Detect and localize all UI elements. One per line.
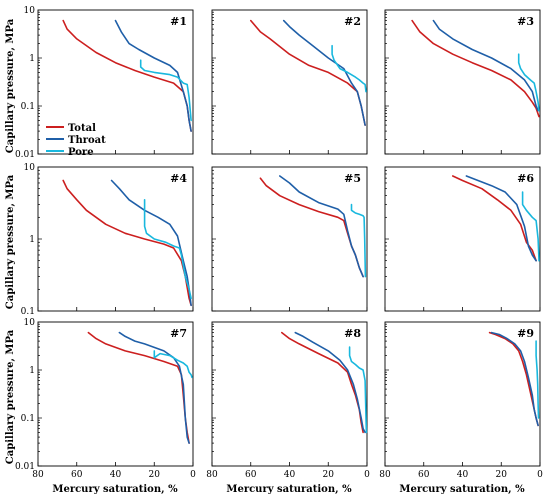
panel-label: #3	[517, 15, 534, 28]
x-tick-label: 80	[379, 470, 391, 480]
legend: Total Throat Pore	[46, 123, 106, 158]
panel-8: 80 60 40 20 0 #8	[206, 321, 370, 480]
panel-5: #5	[211, 166, 368, 312]
series-line-throat	[465, 175, 537, 262]
series-line-throat	[282, 19, 366, 126]
y-tick-label: 0.1	[21, 102, 35, 112]
panel-label: #2	[344, 15, 361, 28]
legend-label-throat: Throat	[68, 135, 106, 146]
x-tick-label: 20	[323, 470, 335, 480]
panel-2: #2	[211, 9, 368, 155]
series-line-pore	[139, 59, 192, 122]
legend-label-total: Total	[68, 123, 96, 134]
panel-label: #1	[170, 15, 187, 28]
panel-label: #9	[517, 327, 534, 340]
x-tick-label: 40	[284, 470, 296, 480]
y-tick-label: 0.01	[15, 462, 35, 472]
y-axis-label-row1: Capillary pressure, MPa	[5, 18, 16, 153]
series-line-total	[452, 175, 537, 262]
series-line-total	[411, 19, 540, 118]
panel-frame	[384, 9, 541, 155]
panel-frame	[37, 166, 194, 312]
x-tick-label: 60	[245, 470, 257, 480]
x-tick-label: 60	[71, 470, 83, 480]
panel-1: 10 1 0.1 0.01 #1	[15, 6, 194, 160]
series-line-throat	[279, 175, 364, 278]
series-line-pore	[153, 350, 193, 379]
series-line-pore	[535, 340, 540, 419]
legend-label-pore: Pore	[68, 147, 94, 158]
panel-4: 10 1 0.1 #4	[21, 163, 194, 317]
panel-frame	[211, 321, 368, 467]
panel-label: #5	[344, 172, 361, 185]
x-axis-label-col3: Mercury saturation, %	[399, 484, 525, 495]
panel-frame	[384, 166, 541, 312]
y-tick-label: 0.01	[15, 150, 35, 160]
series-line-total	[259, 177, 364, 278]
x-tick-label: 0	[537, 470, 543, 480]
panel-9: 80 60 40 20 0 #9	[379, 321, 543, 480]
panel-frame	[211, 9, 368, 155]
x-tick-label: 80	[32, 470, 44, 480]
x-tick-label: 20	[496, 470, 508, 480]
y-tick-label: 1	[29, 54, 35, 64]
series-line-pore	[348, 346, 368, 434]
panel-3: #3	[384, 9, 541, 155]
series-line-total	[87, 331, 190, 444]
series-line-pore	[350, 203, 367, 278]
series-line-pore	[143, 199, 192, 300]
panel-frame	[37, 321, 194, 467]
x-axis-label-col2: Mercury saturation, %	[226, 484, 352, 495]
y-axis-label-row3: Capillary pressure, MPa	[5, 329, 16, 464]
panel-label: #8	[344, 327, 361, 340]
series-line-total	[62, 179, 192, 307]
panel-label: #4	[170, 172, 187, 185]
series-line-throat	[432, 19, 539, 112]
y-tick-label: 1	[29, 366, 35, 376]
x-tick-label: 80	[206, 470, 218, 480]
y-tick-label: 10	[24, 163, 36, 173]
series-line-throat	[110, 179, 192, 307]
series-line-pore	[521, 191, 540, 262]
series-line-throat	[490, 331, 539, 427]
panel-label: #6	[517, 172, 534, 185]
panel-6: #6	[384, 166, 541, 312]
series-line-pore	[331, 44, 367, 93]
y-tick-label: 10	[24, 6, 36, 16]
x-axis-label-col1: Mercury saturation, %	[52, 484, 178, 495]
series-line-total	[488, 331, 539, 427]
series-line-pore	[517, 53, 540, 112]
y-tick-label: 0.1	[21, 307, 35, 317]
x-tick-label: 60	[418, 470, 430, 480]
panel-frame	[384, 321, 541, 467]
x-tick-label: 20	[149, 470, 161, 480]
series-line-throat	[114, 19, 192, 132]
x-tick-label: 40	[457, 470, 469, 480]
x-tick-label: 0	[364, 470, 370, 480]
panel-frame	[211, 166, 368, 312]
x-tick-label: 0	[190, 470, 196, 480]
panel-label: #7	[170, 327, 187, 340]
y-tick-label: 1	[29, 235, 35, 245]
y-axis-label-row2: Capillary pressure, MPa	[5, 174, 16, 309]
y-tick-label: 0.1	[21, 414, 35, 424]
y-tick-label: 10	[24, 318, 36, 328]
series-line-throat	[294, 331, 366, 434]
series-line-throat	[118, 331, 190, 444]
x-tick-label: 40	[110, 470, 122, 480]
